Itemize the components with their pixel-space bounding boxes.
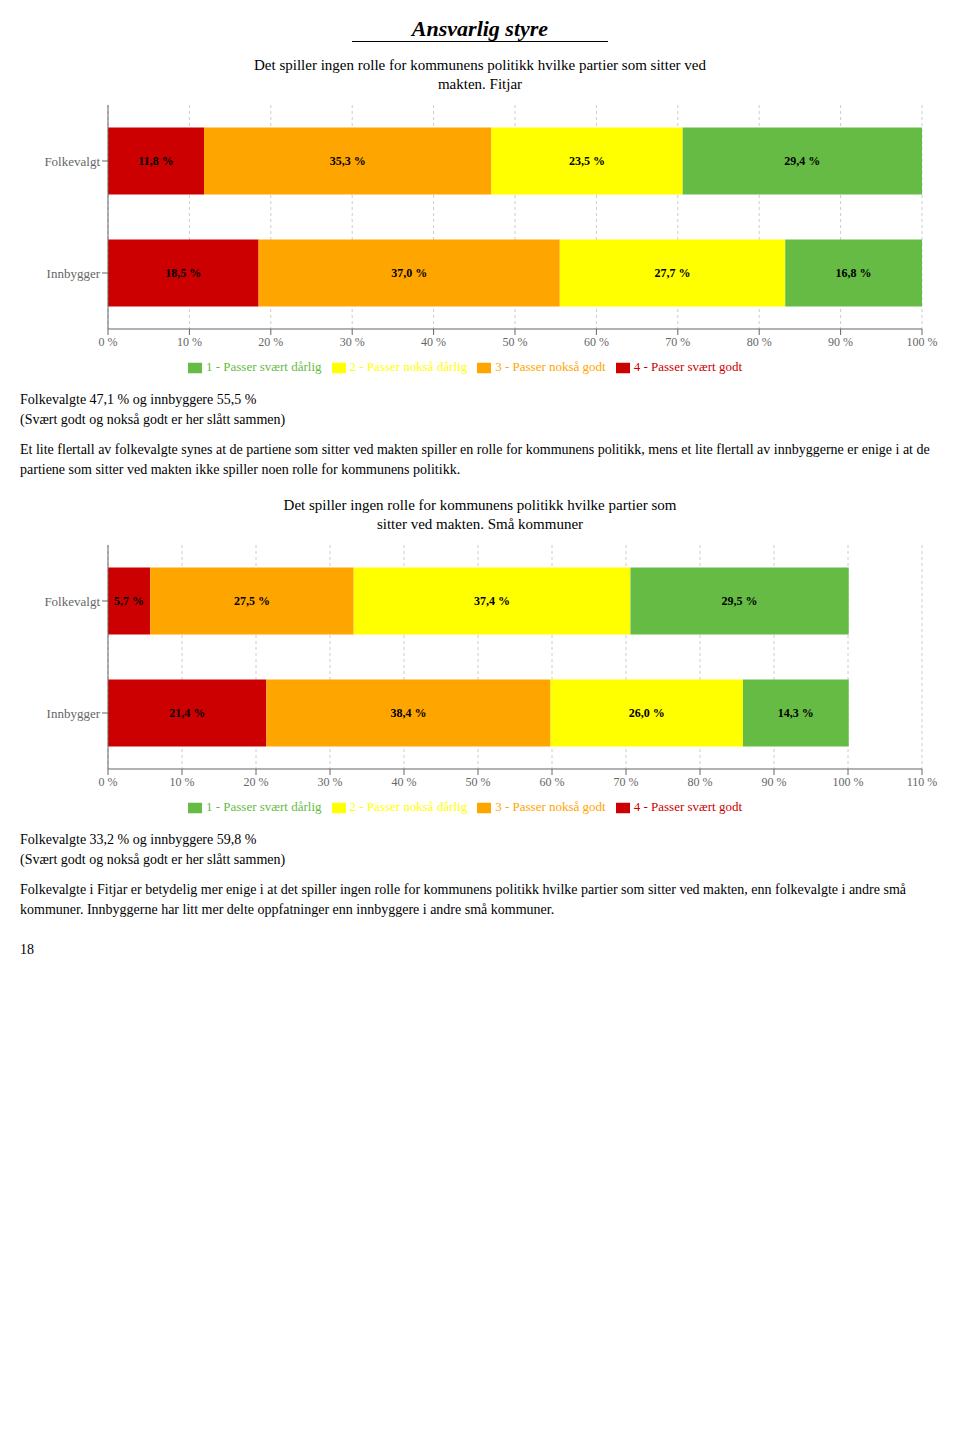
svg-text:14,3 %: 14,3 % xyxy=(778,706,814,720)
svg-text:30 %: 30 % xyxy=(340,335,365,349)
html-text:(Svært godt og nokså godt er h: (Svært godt og nokså godt er her slått s… xyxy=(20,852,286,867)
svg-text:26,0 %: 26,0 % xyxy=(629,706,665,720)
svg-text:100 %: 100 % xyxy=(833,775,864,789)
svg-text:40 %: 40 % xyxy=(392,775,417,789)
svg-text:80 %: 80 % xyxy=(747,335,772,349)
svg-text:29,4 %: 29,4 % xyxy=(784,154,820,168)
svg-text:11,8 %: 11,8 % xyxy=(138,154,173,168)
svg-text:Folkevalgt: Folkevalgt xyxy=(44,594,100,609)
svg-text:5,7 %: 5,7 % xyxy=(114,594,144,608)
svg-text:Folkevalgt: Folkevalgt xyxy=(44,154,100,169)
svg-text:10 %: 10 % xyxy=(170,775,195,789)
svg-text:60 %: 60 % xyxy=(584,335,609,349)
svg-text:100 %: 100 % xyxy=(907,335,938,349)
html-text:Folkevalgte i Fitjar er betyde: Folkevalgte i Fitjar er betydelig mer en… xyxy=(20,882,906,917)
svg-text:70 %: 70 % xyxy=(665,335,690,349)
html-text:(Svært godt og nokså godt er h: (Svært godt og nokså godt er her slått s… xyxy=(20,412,286,427)
svg-text:30 %: 30 % xyxy=(318,775,343,789)
svg-text:18,5 %: 18,5 % xyxy=(165,266,201,280)
html-text:2 - Passer nokså dårlig: 2 - Passer nokså dårlig xyxy=(349,799,468,814)
html-text:3 - Passer nokså godt: 3 - Passer nokså godt xyxy=(495,799,606,814)
svg-text:35,3 %: 35,3 % xyxy=(330,154,366,168)
svg-text:27,5 %: 27,5 % xyxy=(234,594,270,608)
svg-text:Innbygger: Innbygger xyxy=(47,706,101,721)
svg-text:0 %: 0 % xyxy=(99,335,118,349)
html-text:makten. Fitjar: makten. Fitjar xyxy=(437,76,523,92)
svg-text:27,7 %: 27,7 % xyxy=(655,266,691,280)
html-text:18: 18 xyxy=(20,942,34,957)
svg-text:50 %: 50 % xyxy=(466,775,491,789)
html-text:Det spiller ingen rolle for ko: Det spiller ingen rolle for kommunens po… xyxy=(254,57,706,73)
svg-text:90 %: 90 % xyxy=(828,335,853,349)
svg-text:29,5 %: 29,5 % xyxy=(722,594,758,608)
html-text:Det spiller ingen rolle for ko: Det spiller ingen rolle for kommunens po… xyxy=(283,497,677,513)
html-text:1 - Passer svært dårlig: 1 - Passer svært dårlig xyxy=(206,359,322,374)
html-text:Folkevalgte 33,2 % og innbygge: Folkevalgte 33,2 % og innbyggere 59,8 % xyxy=(20,832,257,847)
svg-text:16,8 %: 16,8 % xyxy=(836,266,872,280)
html-text:Et lite flertall av folkevalgt: Et lite flertall av folkevalgte synes at… xyxy=(20,442,930,477)
svg-text:80 %: 80 % xyxy=(688,775,713,789)
svg-text:23,5 %: 23,5 % xyxy=(569,154,605,168)
html-text:3 - Passer nokså godt: 3 - Passer nokså godt xyxy=(495,359,606,374)
html-text:Ansvarlig styre: Ansvarlig styre xyxy=(411,16,549,41)
svg-text:40 %: 40 % xyxy=(421,335,446,349)
html-text:1 - Passer svært dårlig: 1 - Passer svært dårlig xyxy=(206,799,322,814)
svg-text:Innbygger: Innbygger xyxy=(47,266,101,281)
html-text:2 - Passer nokså dårlig: 2 - Passer nokså dårlig xyxy=(349,359,468,374)
svg-text:37,0 %: 37,0 % xyxy=(391,266,427,280)
svg-text:110 %: 110 % xyxy=(907,775,938,789)
svg-text:38,4 %: 38,4 % xyxy=(390,706,426,720)
svg-text:60 %: 60 % xyxy=(540,775,565,789)
svg-text:20 %: 20 % xyxy=(258,335,283,349)
svg-text:10 %: 10 % xyxy=(177,335,202,349)
html-text:sitter ved makten. Små kommune: sitter ved makten. Små kommuner xyxy=(376,516,584,532)
svg-text:90 %: 90 % xyxy=(762,775,787,789)
svg-text:0 %: 0 % xyxy=(99,775,118,789)
html-text:4 - Passer svært godt: 4 - Passer svært godt xyxy=(633,359,742,374)
svg-text:37,4 %: 37,4 % xyxy=(474,594,510,608)
html-text:Folkevalgte 47,1 % og innbygge: Folkevalgte 47,1 % og innbyggere 55,5 % xyxy=(20,392,257,407)
svg-text:70 %: 70 % xyxy=(614,775,639,789)
html-text:4 - Passer svært godt: 4 - Passer svært godt xyxy=(633,799,742,814)
svg-text:20 %: 20 % xyxy=(244,775,269,789)
svg-text:50 %: 50 % xyxy=(503,335,528,349)
svg-text:21,4 %: 21,4 % xyxy=(169,706,205,720)
